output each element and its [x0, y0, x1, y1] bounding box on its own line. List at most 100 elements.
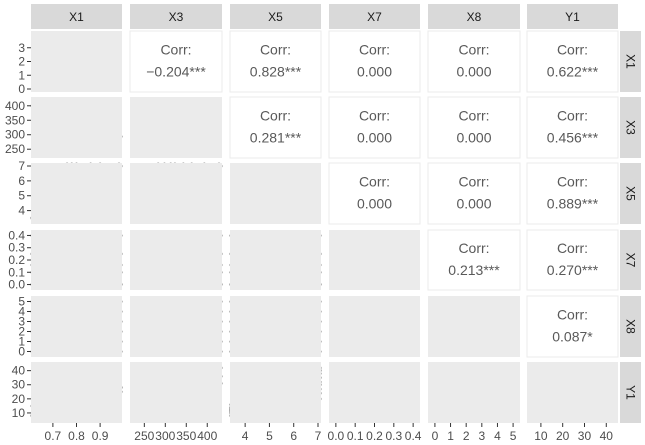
x-tick-label: 300 [155, 429, 175, 443]
corr-panel-bg [427, 162, 521, 225]
panel-bg [130, 296, 222, 357]
corr-panel-bg [526, 96, 619, 159]
y-tick-label: 4 [18, 204, 25, 218]
row-strip-label-X7: X7 [624, 253, 638, 268]
x-tick-label: 0.8 [68, 429, 85, 443]
corr-panel-bg [427, 96, 521, 159]
corr-panel-X3-X7: Corr: 0.000 [328, 96, 421, 159]
col-strip-label-X1: X1 [69, 10, 84, 24]
corr-label: Corr: [160, 42, 191, 58]
corr-panel-bg [328, 30, 421, 93]
corr-value: 0.270*** [547, 262, 599, 278]
corr-value: 0.000 [456, 130, 491, 146]
y-tick-label: 250 [5, 142, 25, 156]
corr-label: Corr: [359, 42, 390, 58]
corr-panel-X1-X5: Corr: 0.828*** [229, 30, 322, 93]
corr-panel-X1-X7: Corr: 0.000 [328, 30, 421, 93]
y-tick-label: 10 [12, 406, 26, 420]
panel-bg [428, 296, 520, 357]
col-strip-X1 [31, 4, 122, 29]
corr-value: 0.622*** [547, 64, 599, 80]
y-tick-label: 20 [12, 392, 26, 406]
row-strip-label-X3: X3 [624, 120, 638, 135]
x-tick-label: 0.2 [366, 429, 383, 443]
corr-panel-X5-Y1: Corr: 0.889*** [526, 162, 619, 225]
corr-panel-bg [427, 30, 521, 93]
x-tick-label: 4 [494, 429, 501, 443]
y-tick-label: 30 [12, 378, 26, 392]
x-axis-Y1: 10 20 30 40 [534, 423, 613, 443]
col-strip-label-X5: X5 [268, 10, 283, 24]
x-axis-X3: 250 300 350 400 [134, 423, 218, 443]
y-tick-label: 0.1 [8, 265, 25, 279]
corr-panel-bg [427, 229, 521, 291]
y-tick-label: 7 [18, 159, 25, 173]
corr-label: Corr: [557, 42, 588, 58]
panel-bg [130, 97, 222, 158]
x-tick-label: 5 [510, 429, 517, 443]
corr-panel-X1-X8: Corr: 0.000 [427, 30, 521, 93]
y-tick-label: 6 [18, 174, 25, 188]
row-strip-Y1 [620, 362, 641, 423]
x-tick-label: 6 [290, 429, 297, 443]
x-tick-label: 20 [556, 429, 570, 443]
col-strip-Y1 [527, 4, 618, 29]
row-strip-X3 [620, 97, 641, 158]
panel-bg [130, 362, 222, 423]
row-strip-label-Y1: Y1 [624, 385, 638, 400]
corr-value: 0.828*** [250, 64, 302, 80]
x-tick-label: 0.4 [405, 429, 422, 443]
x-tick-label: 30 [578, 429, 592, 443]
corr-panel-bg [229, 96, 322, 159]
y-tick-label: 40 [12, 364, 26, 378]
y-tick-label: 0.2 [8, 253, 25, 267]
col-strip-label-X7: X7 [367, 10, 382, 24]
panel-bg [230, 362, 321, 423]
panel-bg [329, 230, 420, 290]
y-tick-label: 3 [18, 315, 25, 329]
x-tick-label: 2 [463, 429, 470, 443]
col-strip-label-X8: X8 [467, 10, 482, 24]
col-strip-X3 [130, 4, 222, 29]
panel-bg [527, 362, 618, 423]
corr-value: 0.087* [552, 329, 593, 345]
corr-panel-X7-Y1: Corr: 0.270*** [526, 229, 619, 291]
y-tick-label: 4 [18, 305, 25, 319]
corr-label: Corr: [557, 108, 588, 124]
corr-panel-bg [526, 162, 619, 225]
corr-label: Corr: [557, 307, 588, 323]
col-strip-label-X3: X3 [169, 10, 184, 24]
panel-bg [230, 163, 321, 224]
corr-value: 0.281*** [250, 130, 302, 146]
panel-bg [31, 97, 122, 158]
panel-bg [329, 296, 420, 357]
corr-value: 0.213*** [448, 262, 500, 278]
x-tick-label: 4 [242, 429, 249, 443]
corr-value: 0.889*** [547, 196, 599, 212]
x-axis-X5: 4 5 6 7 [242, 423, 322, 443]
corr-panel-bg [526, 229, 619, 291]
y-tick-label: 1 [18, 68, 25, 82]
y-tick-label: 1 [18, 335, 25, 349]
col-strip-X5 [230, 4, 321, 29]
row-strip-label-X1: X1 [624, 54, 638, 69]
corr-value: 0.000 [357, 196, 392, 212]
corr-label: Corr: [260, 42, 291, 58]
panel-bg [230, 296, 321, 357]
row-strip-X7 [620, 230, 641, 290]
y-tick-label: 5 [18, 295, 25, 309]
corr-panel-bg [526, 295, 619, 358]
panel-bg [428, 362, 520, 423]
corr-label: Corr: [458, 174, 489, 190]
row-strip-X5 [620, 163, 641, 224]
x-tick-label: 3 [478, 429, 485, 443]
y-tick-label: 0 [18, 82, 25, 96]
corr-panel-bg [328, 162, 421, 225]
x-tick-label: 0.3 [385, 429, 402, 443]
panel-bg [31, 230, 122, 290]
corr-panel-bg [526, 30, 619, 93]
y-tick-label: 0.0 [8, 278, 25, 292]
